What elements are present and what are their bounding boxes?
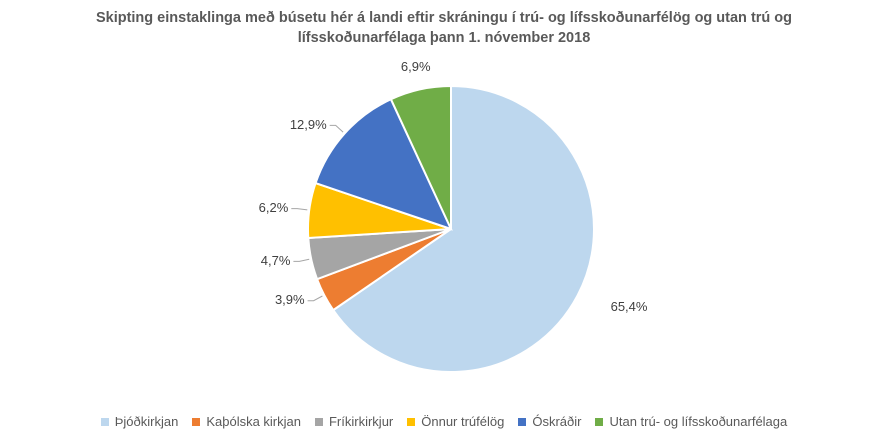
- legend-label-5: Utan trú- og lífsskoðunarfélaga: [609, 414, 788, 429]
- legend-swatch-4: [518, 417, 527, 426]
- legend-item-1: Kaþólska kirkjan: [192, 414, 301, 429]
- chart-title-line-2: lífsskoðunarfélaga þann 1. nóvember 2018: [297, 30, 591, 46]
- legend-swatch-5: [595, 417, 604, 426]
- legend-label-3: Önnur trúfélög: [421, 414, 505, 429]
- chart-title-line-1: Skipting einstaklinga með búsetu hér á l…: [95, 10, 793, 26]
- legend-item-2: Fríkirkirkjur: [314, 414, 394, 429]
- legend-item-4: Óskráðir: [518, 414, 581, 429]
- data-label-3: 6,2%: [259, 200, 289, 215]
- pie-slice-4: [314, 97, 453, 231]
- legend-item-3: Önnur trúfélög: [407, 414, 504, 429]
- data-label-4: 12,9%: [290, 117, 327, 132]
- data-label-1: 3,9%: [275, 292, 305, 307]
- legend-swatch-0: [100, 417, 109, 426]
- legend-item-5: Utan trú- og lífsskoðunarfélaga: [595, 414, 787, 429]
- legend-label-4: Óskráðir: [532, 414, 582, 429]
- chart-legend: Þjóðkirkjan Kaþólska kirkjan Fríkirkirkjur…: [0, 414, 888, 429]
- legend-swatch-3: [407, 417, 416, 426]
- chart-title: Skipting einstaklinga með búsetu hér á l…: [60, 8, 828, 48]
- leader-line-3: [291, 208, 308, 211]
- data-label-0: 65,4%: [611, 299, 648, 314]
- legend-swatch-2: [314, 417, 323, 426]
- legend-label-0: Þjóðkirkjan: [114, 414, 179, 429]
- legend-label-1: Kaþólska kirkjan: [206, 414, 301, 429]
- leader-line-1: [307, 295, 323, 302]
- legend-item-0: Þjóðkirkjan: [100, 414, 179, 429]
- data-label-5: 6,9%: [401, 59, 431, 74]
- data-label-2: 4,7%: [261, 253, 291, 268]
- legend-swatch-1: [192, 417, 201, 426]
- pie-slice-5: [389, 84, 452, 230]
- legend-label-2: Fríkirkirkjur: [328, 414, 394, 429]
- leader-line-2: [293, 258, 310, 262]
- pie-slice-0: [331, 84, 595, 373]
- leader-line-4: [329, 124, 344, 133]
